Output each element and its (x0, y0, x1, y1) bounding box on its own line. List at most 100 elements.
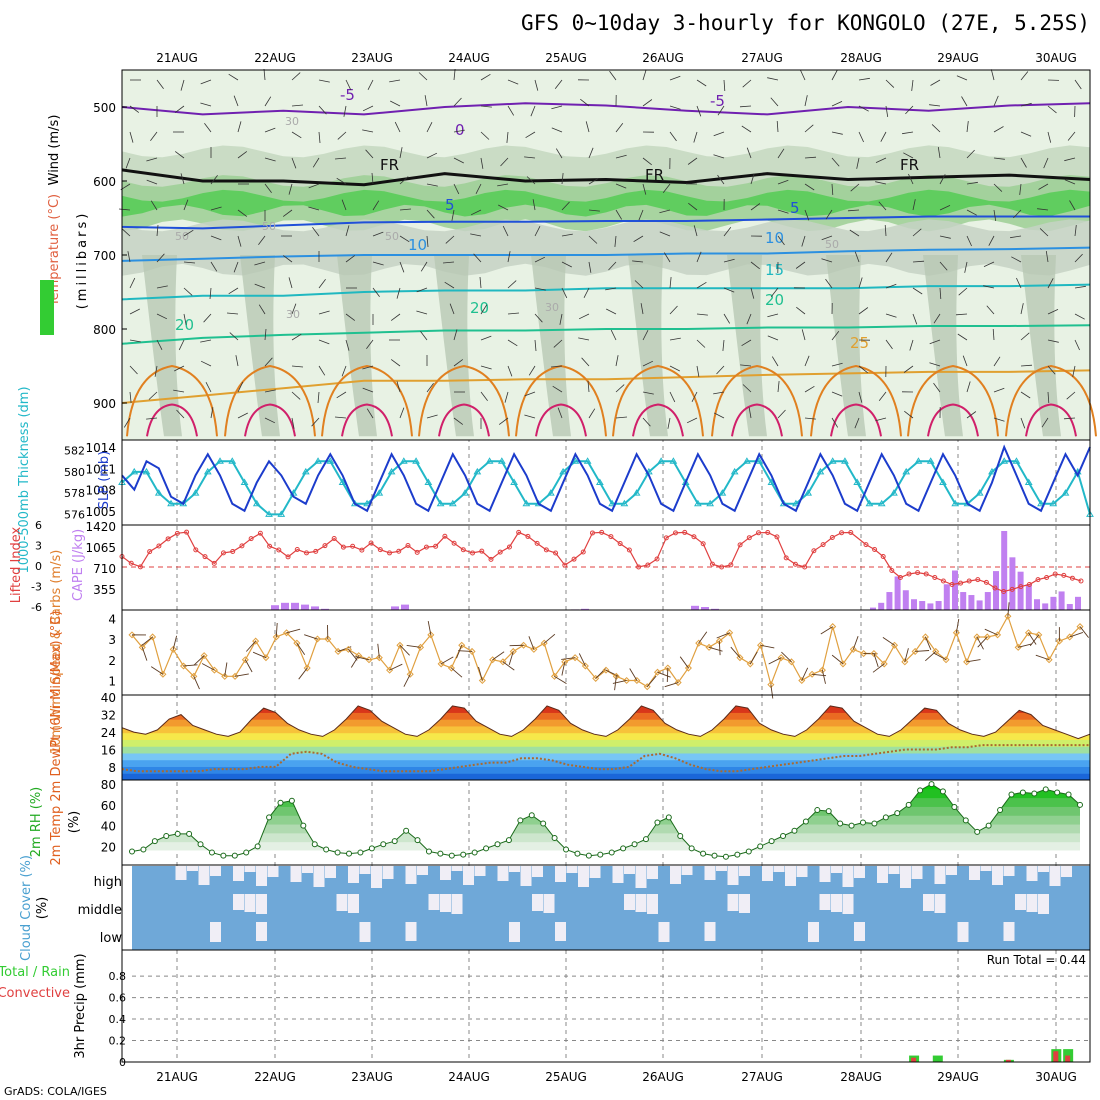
wind-barb (210, 261, 218, 272)
wind-point (210, 666, 218, 674)
isotherm-dome (418, 364, 510, 437)
wind-barb (156, 313, 168, 320)
rh-point (151, 838, 158, 845)
cloud-high-bar (1026, 866, 1038, 881)
pressure-tick: 500 (93, 101, 116, 115)
cape-tick: 355 (93, 583, 116, 597)
wind-point (313, 635, 322, 643)
cloud-high-bar (348, 866, 359, 883)
wind-barb (345, 339, 350, 351)
contour-label: -5 (340, 86, 355, 104)
wind-barb (318, 79, 330, 83)
wind-barb (642, 330, 649, 341)
wind10m-panel: 1 2 3 4 (108, 602, 1089, 699)
cloud-high-bar (302, 866, 313, 873)
wind-barb (964, 261, 968, 273)
wind-barb (399, 176, 409, 185)
isotherm-dome (224, 364, 316, 437)
wind-barb (1074, 79, 1082, 90)
wind-point (870, 650, 878, 658)
wind-barb (966, 381, 971, 393)
wind-barb (716, 632, 730, 639)
rh-point (939, 788, 946, 795)
wind-barb (831, 183, 834, 196)
ylabel-temp: Temperature (°C) (47, 194, 62, 307)
li-point (700, 541, 706, 547)
li-point (128, 560, 134, 566)
wind-barb (767, 335, 779, 341)
thickness-point (375, 489, 384, 496)
cloud-high-bar (670, 866, 681, 884)
wind-barb (245, 640, 256, 652)
isotherm-hot (830, 403, 882, 437)
temp-tick: 16 (101, 743, 116, 757)
wind-barb (129, 131, 134, 143)
thickness-point (1012, 457, 1021, 464)
wind-barb (237, 235, 242, 247)
wind-barb (750, 287, 755, 299)
thickness-point (546, 489, 555, 496)
ylabel-wind10: 10m Wind Speed & Barbs (m/s) (49, 550, 64, 755)
temp-band (122, 759, 1090, 767)
li-tick: -6 (31, 601, 42, 614)
li-line (121, 531, 1082, 593)
wind-barb (226, 312, 239, 315)
wind-barb (605, 669, 619, 677)
wind-barb (696, 313, 708, 316)
wind-barb (308, 183, 320, 189)
temp-band (122, 725, 1090, 734)
isotherm-FR (121, 168, 1091, 187)
cloud-high-bar (681, 866, 693, 875)
cloud-high-bar (992, 866, 1003, 885)
wind-barb (507, 280, 517, 289)
wind-barb (1020, 364, 1033, 367)
wind-barb (937, 147, 941, 159)
rh-point (665, 814, 672, 821)
cloud-low-bar (808, 922, 819, 942)
cloud-mid-bar (336, 894, 348, 911)
temp-band (122, 746, 1090, 754)
rh-point (254, 843, 261, 850)
wind-barb (264, 328, 267, 341)
contour-label: 10 (765, 229, 784, 247)
thickness-point (326, 457, 335, 464)
wind-barb (696, 281, 707, 289)
isotherm-10 (121, 246, 1091, 262)
wind-barb (723, 287, 735, 293)
top-date-label: 22AUG (254, 51, 296, 65)
isotherm-dome (810, 364, 902, 437)
wind-barb (1028, 632, 1037, 645)
wind-barb (350, 655, 360, 668)
cloud-high-bar (624, 866, 635, 874)
rh-point (414, 837, 421, 844)
wind-barb (669, 337, 681, 341)
wind-barb (878, 201, 887, 211)
wind-barb (233, 95, 239, 107)
cloud-mid-bar (819, 894, 831, 910)
wind-barb (1069, 631, 1084, 638)
wind-barb (365, 149, 374, 159)
ylabel-li: Lifted Index (9, 526, 24, 603)
wind-barb (872, 663, 885, 673)
wind-barb (983, 261, 995, 267)
wind-barb (723, 79, 726, 92)
li-point (340, 544, 346, 550)
isotherm-hot (146, 403, 198, 437)
wind-barb (1074, 339, 1080, 351)
isotherm-dome (612, 364, 704, 437)
isotherm-5 (121, 215, 1090, 230)
wind-barb (659, 209, 671, 214)
wind-barb (475, 183, 482, 194)
wind-barb (912, 287, 923, 295)
thickness-point (865, 499, 874, 507)
wind-point (829, 623, 837, 631)
isotherm-hot (731, 403, 783, 437)
li-point (1026, 582, 1032, 587)
rh-point (1019, 789, 1026, 796)
wind-barb (993, 417, 1005, 422)
wind-barb (632, 260, 644, 263)
slp-tick: 1005 (85, 505, 116, 519)
wind-barb (993, 356, 1001, 367)
precip-conv-bar (1065, 1055, 1071, 1062)
